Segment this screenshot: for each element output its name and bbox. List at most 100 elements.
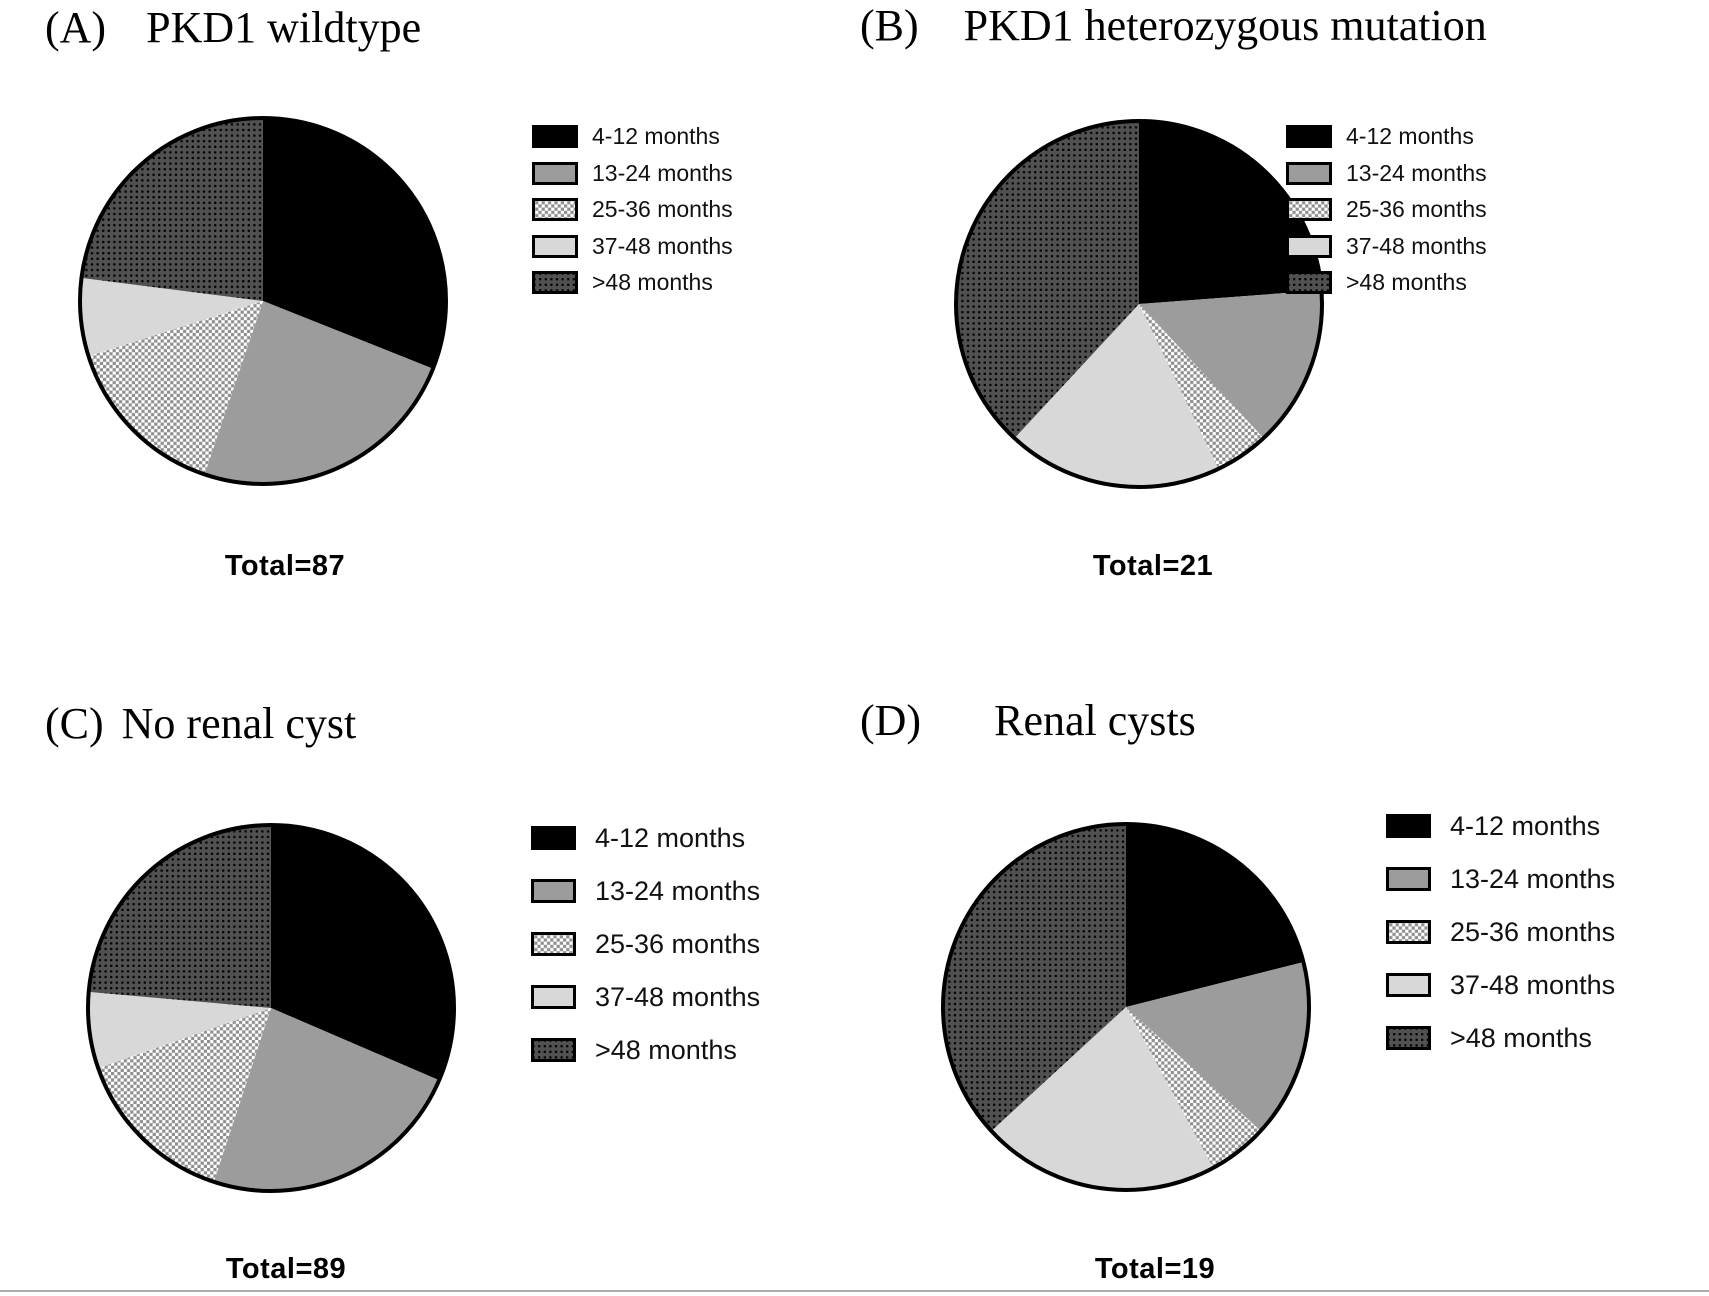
swatch-checkerboard-icon xyxy=(532,198,578,221)
panel-a-label: (A) xyxy=(45,3,107,52)
panel-b-title-text: PKD1 heterozygous mutation xyxy=(963,1,1487,50)
pie-slice-37-48-months xyxy=(991,1007,1214,1190)
legend-item-37-48-months: 37-48 months xyxy=(1386,969,1616,1000)
pie-b-outline xyxy=(954,119,1324,489)
swatch-light-gray-icon xyxy=(531,985,576,1009)
swatch-solid-black-icon xyxy=(531,826,576,850)
legend-item-13-24-months: 13-24 months xyxy=(531,875,761,906)
pie-chart-c xyxy=(86,823,456,1193)
legend-item-gt-48-months: >48 months xyxy=(1286,271,1487,294)
total-label-d: Total=19 xyxy=(1094,1253,1216,1285)
panel-a-title: (A) PKD1 wildtype xyxy=(45,2,421,53)
legend-item-4-12-months: 4-12 months xyxy=(532,125,733,148)
pie-a-slices xyxy=(79,118,446,484)
total-label-a: Total=87 xyxy=(224,550,346,582)
pie-slice-13-24-months xyxy=(213,1008,440,1191)
legend-label: 25-36 months xyxy=(1450,916,1616,947)
swatch-checkerboard-icon xyxy=(1286,198,1332,221)
swatch-solid-black-icon xyxy=(1286,125,1332,148)
pie-slice-37-48-months xyxy=(79,277,263,357)
legend-item-37-48-months: 37-48 months xyxy=(532,232,733,259)
legend-label: 37-48 months xyxy=(592,232,733,259)
swatch-dark-dotted-icon xyxy=(1286,271,1332,294)
pie-slice-13-24-months xyxy=(1126,962,1309,1131)
legend-item-4-12-months: 4-12 months xyxy=(531,822,760,853)
pie-c-slices xyxy=(87,825,455,1191)
legend-label: 37-48 months xyxy=(1450,969,1616,1000)
panel-c-title: (C) No renal cyst xyxy=(45,698,356,749)
pie-slice-13-24-months xyxy=(204,301,433,484)
pie-d-outline xyxy=(941,822,1311,1192)
legend-item-13-24-months: 13-24 months xyxy=(1286,161,1487,185)
legend-label: 25-36 months xyxy=(595,928,761,959)
legend-item-25-36-months: 25-36 months xyxy=(1286,198,1487,221)
legend-label: 37-48 months xyxy=(595,981,761,1012)
legend-label: 37-48 months xyxy=(1346,232,1487,259)
legend-label: 13-24 months xyxy=(595,875,761,906)
panel-b-title: (B) PKD1 heterozygous mutation xyxy=(860,0,1487,51)
legend-label: 4-12 months xyxy=(595,822,746,853)
panel-d-title-text: Renal cysts xyxy=(994,696,1196,745)
legend-label: >48 months xyxy=(592,269,713,295)
total-label-b: Total=21 xyxy=(1092,550,1214,582)
legend-c: 4-12 months 13-24 months 25-36 months 37… xyxy=(531,822,761,1065)
legend-label: >48 months xyxy=(1450,1022,1592,1053)
legend-item-25-36-months: 25-36 months xyxy=(1386,916,1616,947)
legend-item-gt-48-months: >48 months xyxy=(532,271,733,294)
legend-label: 13-24 months xyxy=(592,159,733,186)
pie-slice-25-36-months xyxy=(1139,304,1264,469)
pie-slice-25-36-months xyxy=(88,301,263,475)
pie-slice-4-12-months xyxy=(1139,121,1322,304)
legend-label: 4-12 months xyxy=(1450,810,1601,841)
legend-item-37-48-months: 37-48 months xyxy=(531,981,761,1012)
legend-label: >48 months xyxy=(595,1034,737,1065)
swatch-checkerboard-icon xyxy=(531,932,576,956)
swatch-light-gray-icon xyxy=(1286,234,1332,258)
legend-label: 4-12 months xyxy=(592,123,720,149)
pie-slice-25-36-months xyxy=(98,1008,271,1182)
pie-slice-37-48-months xyxy=(87,991,271,1069)
pie-slice-37-48-months xyxy=(1014,304,1219,488)
legend-item-gt-48-months: >48 months xyxy=(1386,1022,1615,1053)
swatch-dark-dotted-icon xyxy=(532,271,578,294)
panel-d-title: (D) Renal cysts xyxy=(860,695,1196,746)
legend-item-25-36-months: 25-36 months xyxy=(531,928,761,959)
panel-c-title-text: No renal cyst xyxy=(121,699,357,748)
swatch-solid-gray-icon xyxy=(531,879,576,903)
pie-chart-b xyxy=(954,119,1324,489)
pie-slice-4-12-months xyxy=(1126,824,1304,1007)
swatch-light-gray-icon xyxy=(532,234,578,258)
legend-item-25-36-months: 25-36 months xyxy=(532,198,733,221)
legend-label: 13-24 months xyxy=(1450,863,1616,894)
legend-item-13-24-months: 13-24 months xyxy=(1386,863,1616,894)
pie-slice--48-months xyxy=(88,825,271,1008)
panel-a-title-text: PKD1 wildtype xyxy=(146,3,422,52)
swatch-solid-black-icon xyxy=(1386,814,1431,838)
pie-chart-d xyxy=(941,822,1311,1192)
legend-item-4-12-months: 4-12 months xyxy=(1386,810,1615,841)
pie-c-outline xyxy=(86,823,456,1193)
legend-label: 25-36 months xyxy=(1346,196,1487,222)
total-label-c: Total=89 xyxy=(225,1253,347,1285)
panel-b-label: (B) xyxy=(860,1,919,50)
legend-label: >48 months xyxy=(1346,269,1467,295)
swatch-solid-gray-icon xyxy=(1286,161,1332,185)
swatch-solid-gray-icon xyxy=(532,161,578,185)
pie-chart-a xyxy=(78,116,448,486)
legend-label: 25-36 months xyxy=(592,196,733,222)
swatch-dark-dotted-icon xyxy=(531,1038,576,1062)
legend-d: 4-12 months 13-24 months 25-36 months 37… xyxy=(1386,810,1616,1053)
swatch-solid-gray-icon xyxy=(1386,867,1431,891)
pie-d-slices xyxy=(942,824,1309,1190)
pie-slice-25-36-months xyxy=(1126,1007,1261,1168)
legend-label: 4-12 months xyxy=(1346,123,1474,149)
pie-b-slices xyxy=(956,121,1323,488)
pie-slice--48-months xyxy=(81,118,263,301)
legend-a: 4-12 months 13-24 months 25-36 months 37… xyxy=(532,125,733,294)
pie-a-outline xyxy=(78,116,448,486)
panel-c-label: (C) xyxy=(45,699,104,748)
panel-d-label: (D) xyxy=(860,696,922,745)
legend-b: 4-12 months 13-24 months 25-36 months 37… xyxy=(1286,125,1487,294)
legend-item-gt-48-months: >48 months xyxy=(531,1034,760,1065)
